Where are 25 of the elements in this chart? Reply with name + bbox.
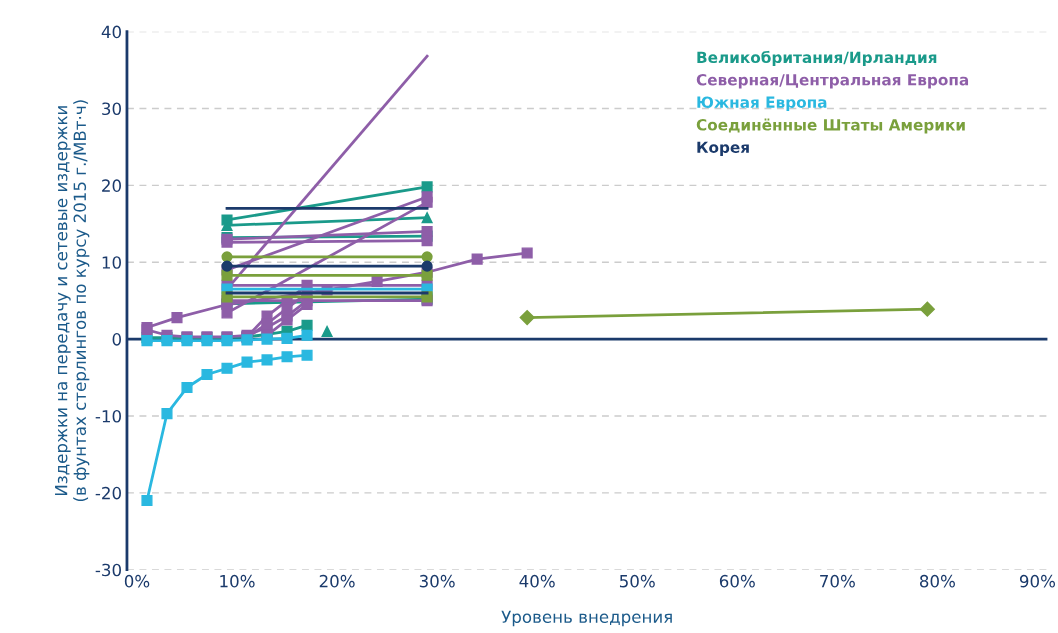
y-tick-label: 40: [101, 25, 121, 39]
x-tick-label: 80%: [919, 574, 955, 588]
x-tick-label: 70%: [820, 574, 855, 588]
x-tick-label: 40%: [519, 574, 555, 588]
y-tick-label: 20: [102, 179, 121, 192]
x-tick-label: 0%: [124, 574, 150, 588]
x-tick-label: 20%: [319, 574, 355, 588]
y-tick-label: 0: [112, 333, 121, 346]
x-tick-label: 90%: [1019, 574, 1056, 588]
text: Южная Европа: [697, 96, 827, 111]
x-tick-label: 60%: [719, 574, 755, 588]
y-tick-label: -20: [95, 486, 121, 500]
x-axis-title: Уровень внедрения: [501, 610, 672, 627]
text: Соединённые Штаты Америки: [696, 118, 965, 134]
x-tick-label: 50%: [619, 574, 655, 588]
x-tick-label: 30%: [419, 574, 455, 588]
y-tick-label: -30: [95, 563, 121, 577]
y-axis-title: Издержки на передачу и сетевые издержки (в фунтах стерлингов по курсу 2015 г./МВт·ч): [55, 100, 90, 502]
y-tick-label: -10: [95, 409, 121, 423]
y-tick-label: 30: [102, 102, 121, 116]
text: Северная/Центральная Европа: [696, 73, 969, 89]
text: Великобритания/Ирландия: [697, 50, 937, 67]
text: Корея: [697, 141, 749, 156]
y-tick-label: 10: [102, 256, 121, 269]
x-tick-label: 10%: [220, 574, 255, 588]
